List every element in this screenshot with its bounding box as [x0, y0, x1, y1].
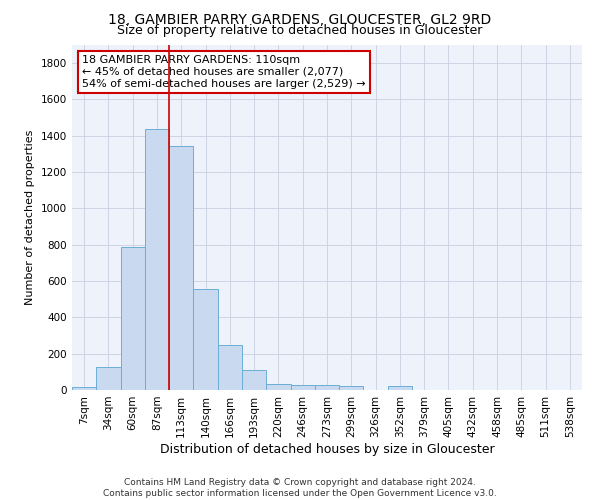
- Bar: [169, 146, 193, 390]
- Text: Size of property relative to detached houses in Gloucester: Size of property relative to detached ho…: [118, 24, 482, 37]
- Text: 18, GAMBIER PARRY GARDENS, GLOUCESTER, GL2 9RD: 18, GAMBIER PARRY GARDENS, GLOUCESTER, G…: [109, 12, 491, 26]
- Text: 18 GAMBIER PARRY GARDENS: 110sqm
← 45% of detached houses are smaller (2,077)
54: 18 GAMBIER PARRY GARDENS: 110sqm ← 45% o…: [82, 56, 366, 88]
- X-axis label: Distribution of detached houses by size in Gloucester: Distribution of detached houses by size …: [160, 442, 494, 456]
- Bar: [388, 386, 412, 390]
- Bar: [339, 386, 364, 390]
- Bar: [72, 388, 96, 390]
- Bar: [290, 384, 315, 390]
- Text: Contains HM Land Registry data © Crown copyright and database right 2024.
Contai: Contains HM Land Registry data © Crown c…: [103, 478, 497, 498]
- Bar: [96, 368, 121, 390]
- Y-axis label: Number of detached properties: Number of detached properties: [25, 130, 35, 305]
- Bar: [145, 128, 169, 390]
- Bar: [242, 370, 266, 390]
- Bar: [315, 384, 339, 390]
- Bar: [266, 384, 290, 390]
- Bar: [193, 289, 218, 390]
- Bar: [218, 344, 242, 390]
- Bar: [121, 246, 145, 390]
